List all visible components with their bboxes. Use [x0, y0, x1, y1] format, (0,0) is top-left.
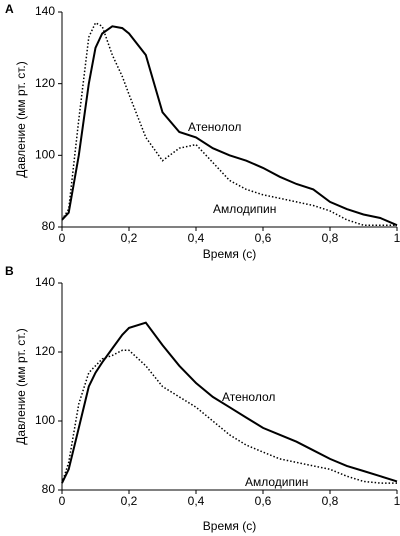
y-tick-label: 80 — [42, 482, 56, 496]
x-tick-label: 0 — [59, 231, 66, 245]
x-tick-label: 0,8 — [322, 231, 339, 245]
x-tick-label: 0,2 — [121, 494, 138, 508]
series-line — [61, 25, 398, 227]
x-tick-label: 0,6 — [255, 231, 272, 245]
series-label: Амлодипин — [245, 475, 308, 489]
x-tick-label: 0,4 — [188, 231, 205, 245]
y-tick-label: 100 — [35, 413, 55, 427]
y-tick-label: 140 — [35, 275, 55, 289]
y-axis-label: Давление (мм рт. ст.) — [14, 328, 28, 444]
series-label: Атенолол — [222, 390, 275, 404]
y-tick-label: 80 — [42, 219, 56, 233]
y-axis-label: Давление (мм рт. ст.) — [14, 61, 28, 177]
y-tick-label: 120 — [35, 344, 55, 358]
x-tick-label: 0,6 — [255, 494, 272, 508]
x-tick-label: 0,2 — [121, 231, 138, 245]
panel-label: B — [5, 264, 14, 278]
series-line — [61, 349, 397, 484]
series-line — [61, 321, 398, 484]
y-tick-label: 140 — [35, 4, 55, 18]
x-tick-label: 0,8 — [322, 494, 339, 508]
x-tick-label: 0 — [59, 494, 66, 508]
x-tick-label: 1 — [394, 231, 400, 245]
x-axis-label: Время (с) — [203, 247, 256, 261]
series-label: Амлодипин — [213, 202, 276, 216]
y-tick-label: 100 — [35, 148, 55, 162]
panel-label: A — [5, 2, 14, 16]
x-axis-label: Время (с) — [203, 519, 256, 533]
x-tick-label: 1 — [394, 494, 400, 508]
series-label: Атенолол — [188, 120, 241, 134]
series-line — [61, 21, 397, 226]
x-tick-label: 0,4 — [188, 494, 205, 508]
y-tick-label: 120 — [35, 76, 55, 90]
